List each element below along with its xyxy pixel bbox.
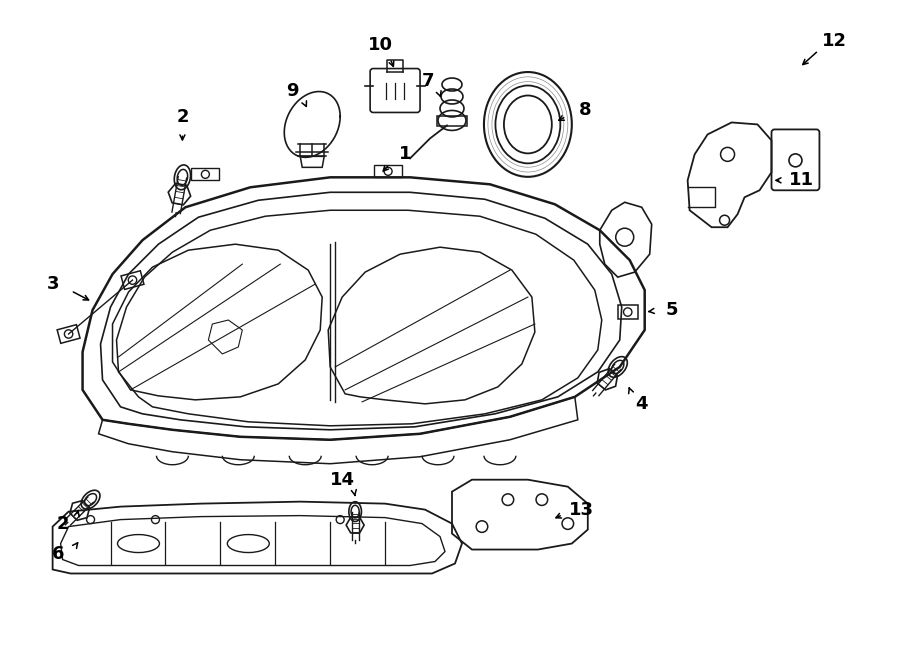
- Text: 10: 10: [367, 36, 392, 54]
- Text: 6: 6: [52, 545, 65, 563]
- Text: 2: 2: [57, 514, 68, 533]
- Text: 14: 14: [329, 471, 355, 489]
- Text: 4: 4: [635, 395, 648, 413]
- Text: 13: 13: [570, 500, 594, 518]
- Text: 12: 12: [822, 32, 847, 50]
- Text: 1: 1: [399, 146, 411, 164]
- Text: 3: 3: [47, 275, 58, 293]
- Text: 2: 2: [176, 109, 189, 126]
- Text: 11: 11: [789, 171, 814, 189]
- Text: 7: 7: [422, 71, 435, 89]
- Text: 5: 5: [665, 301, 678, 319]
- Text: 8: 8: [579, 101, 591, 119]
- Text: 9: 9: [286, 81, 299, 99]
